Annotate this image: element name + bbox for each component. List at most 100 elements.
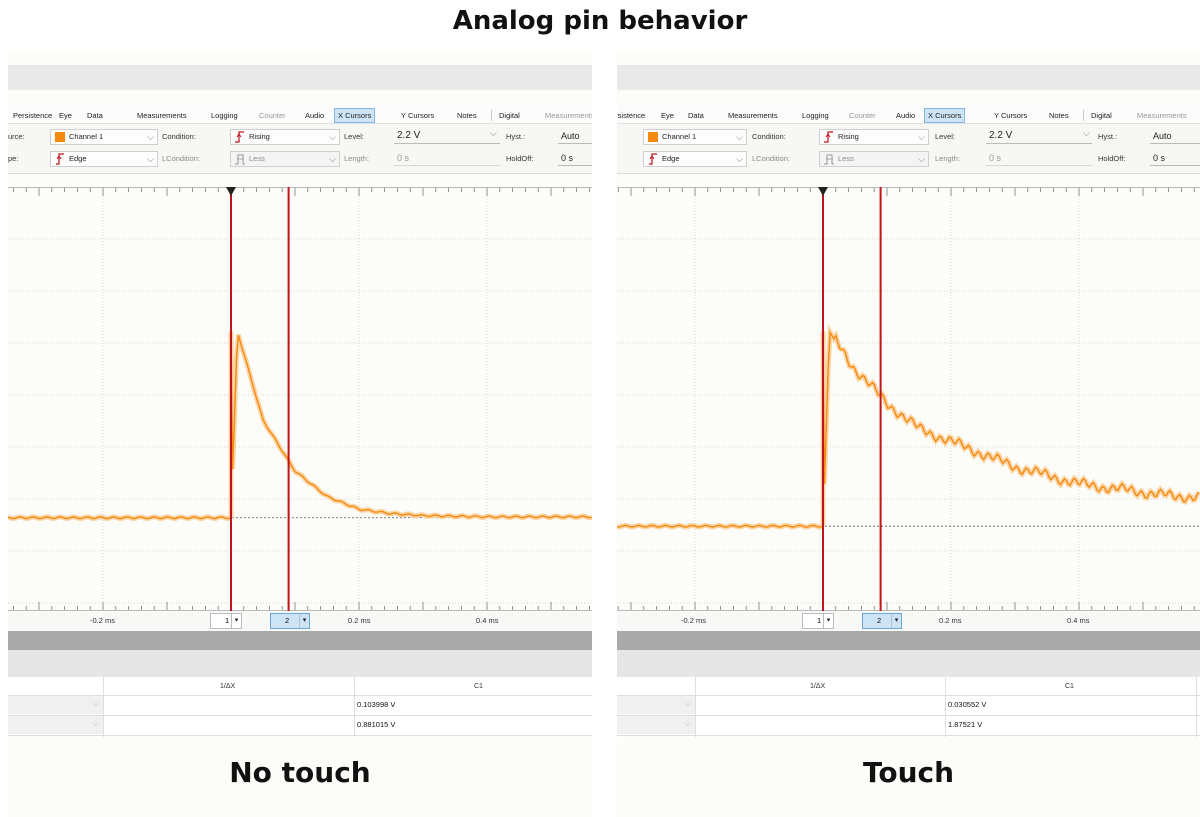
tab-counter[interactable]: Counter	[259, 111, 286, 120]
scope-plot	[8, 187, 592, 611]
tab-audio[interactable]: Audio	[305, 111, 325, 120]
table-cell: 1.87521 V	[948, 720, 983, 729]
level-label: Level:	[344, 132, 365, 141]
trace-envelope	[820, 323, 1200, 527]
table-cell: 0.103998 V	[357, 700, 396, 709]
lcondition-dropdown[interactable]: Less ⌵	[230, 151, 340, 167]
table-cell: 0.881015 V	[357, 720, 396, 729]
trace-line-pre-trigger	[617, 524, 823, 528]
holdoff-input[interactable]: 0 s	[558, 150, 592, 166]
tab-persistence[interactable]: Persistence	[617, 111, 646, 120]
less-icon	[824, 154, 834, 165]
scope-plot	[617, 187, 1200, 611]
waveform-chart	[617, 187, 1200, 611]
tab-measurements[interactable]: Measurements	[137, 111, 187, 120]
condition-label: Condition:	[752, 132, 786, 141]
channel-color-swatch	[648, 132, 658, 142]
trace-line-pre-trigger	[8, 516, 231, 520]
lcondition-dropdown[interactable]: Less ⌵	[819, 151, 929, 167]
type-dropdown[interactable]: Edge ⌵	[643, 151, 747, 167]
condition-dropdown[interactable]: Rising ⌵	[230, 129, 340, 145]
tab-measurements[interactable]: Measurements	[545, 111, 592, 120]
tab-logging[interactable]: Logging	[211, 111, 238, 120]
cursor-table: 1/ΔX C1 ⌵ 0.103998 V ⌵ 0.881015 V	[8, 677, 592, 737]
condition-dropdown[interactable]: Rising ⌵	[819, 129, 929, 145]
x-axis: -0.2 ms 0.2 ms 0.4 ms 1 ▾ 2 ▾	[617, 611, 1200, 631]
tab-data[interactable]: Data	[87, 111, 103, 120]
tab-measurements[interactable]: Measurements	[728, 111, 778, 120]
tab-digital[interactable]: Digital	[499, 111, 520, 120]
tab-x-cursors[interactable]: X Cursors	[334, 108, 376, 123]
dropdown-arrow-icon: ▾	[823, 614, 833, 628]
chevron-down-icon[interactable]: ⌵	[490, 128, 497, 138]
chevron-down-icon: ⌵	[736, 132, 743, 142]
x-tick-label: 0.2 ms	[348, 616, 371, 625]
chevron-down-icon: ⌵	[92, 719, 99, 728]
cursor-2-selector[interactable]: 2 ▾	[270, 613, 310, 629]
divider-bar[interactable]	[617, 631, 1200, 650]
cursor-1-selector[interactable]: 1 ▾	[210, 613, 242, 629]
hyst-input[interactable]: Auto	[558, 128, 592, 144]
tab-logging[interactable]: Logging	[802, 111, 829, 120]
row-dropdown[interactable]: ⌵	[8, 716, 103, 734]
chevron-down-icon: ⌵	[329, 132, 336, 142]
hyst-input[interactable]: Auto	[1150, 128, 1200, 144]
length-label: Length:	[935, 154, 961, 163]
type-dropdown[interactable]: Edge ⌵	[50, 151, 158, 167]
source-dropdown[interactable]: Channel 1 ⌵	[50, 129, 158, 145]
condition-label: Condition:	[162, 132, 196, 141]
trigger-marker-icon	[818, 187, 828, 196]
column-header: C1	[1065, 683, 1074, 690]
lcondition-label: LCondition:	[752, 154, 790, 163]
tab-notes[interactable]: Notes	[1049, 111, 1069, 120]
tab-notes[interactable]: Notes	[457, 111, 477, 120]
holdoff-label: HoldOff:	[1098, 154, 1126, 163]
x-tick-label: 0.4 ms	[1067, 616, 1090, 625]
row-dropdown[interactable]: ⌵	[617, 696, 695, 714]
length-label: Length:	[344, 154, 370, 163]
title-bar	[617, 65, 1200, 90]
chevron-down-icon: ⌵	[918, 132, 925, 142]
tab-audio[interactable]: Audio	[896, 111, 916, 120]
rising-edge-icon	[824, 131, 833, 143]
tab-y-cursors[interactable]: Y Cursors	[994, 111, 1028, 120]
scope-panel-touch: Persistence Eye Data Measurements Logging Cou…	[617, 50, 1200, 817]
tab-separator	[491, 110, 492, 121]
column-header: C1	[474, 683, 483, 690]
tab-eye[interactable]: Eye	[661, 111, 674, 120]
edge-icon	[56, 153, 64, 165]
divider-bar[interactable]	[8, 631, 592, 650]
length-input[interactable]: 0 s	[986, 150, 1092, 166]
tab-counter[interactable]: Counter	[849, 111, 876, 120]
holdoff-input[interactable]: 0 s	[1150, 150, 1200, 166]
cursor-1-selector[interactable]: 1 ▾	[802, 613, 834, 629]
tab-bar: Persistence Eye Data Measurements Logging Cou…	[8, 107, 592, 124]
trigger-controls: Channel 1 ⌵ Edge ⌵ Condition: Rising ⌵ L…	[617, 124, 1200, 174]
chevron-down-icon: ⌵	[329, 154, 336, 164]
tab-digital[interactable]: Digital	[1091, 111, 1112, 120]
tab-measurements[interactable]: Measurements	[1137, 111, 1187, 120]
rising-edge-icon	[235, 131, 244, 143]
row-dropdown[interactable]: ⌵	[8, 696, 103, 714]
hyst-label: Hyst.:	[1098, 132, 1118, 141]
source-dropdown[interactable]: Channel 1 ⌵	[643, 129, 747, 145]
tab-persistence[interactable]: Persistence	[13, 111, 53, 120]
source-label: urce:	[8, 132, 25, 141]
tab-y-cursors[interactable]: Y Cursors	[401, 111, 435, 120]
tab-data[interactable]: Data	[688, 111, 704, 120]
chevron-down-icon[interactable]: ⌵	[1083, 128, 1090, 138]
level-input[interactable]: 2.2 V	[394, 128, 500, 144]
page-title: Analog pin behavior	[452, 6, 748, 36]
chevron-down-icon: ⌵	[92, 699, 99, 708]
tab-bar: Persistence Eye Data Measurements Logging Cou…	[617, 107, 1200, 124]
chevron-down-icon: ⌵	[918, 154, 925, 164]
level-input[interactable]: 2.2 V	[986, 128, 1092, 144]
row-dropdown[interactable]: ⌵	[617, 716, 695, 734]
length-input[interactable]: 0 s	[394, 150, 500, 166]
cursor-2-selector[interactable]: 2 ▾	[862, 613, 902, 629]
chevron-down-icon: ⌵	[147, 132, 154, 142]
tab-eye[interactable]: Eye	[59, 111, 72, 120]
tab-x-cursors[interactable]: X Cursors	[924, 108, 966, 123]
trace-line-post-trigger	[822, 329, 1200, 527]
table-cell: 0.030552 V	[948, 700, 987, 709]
